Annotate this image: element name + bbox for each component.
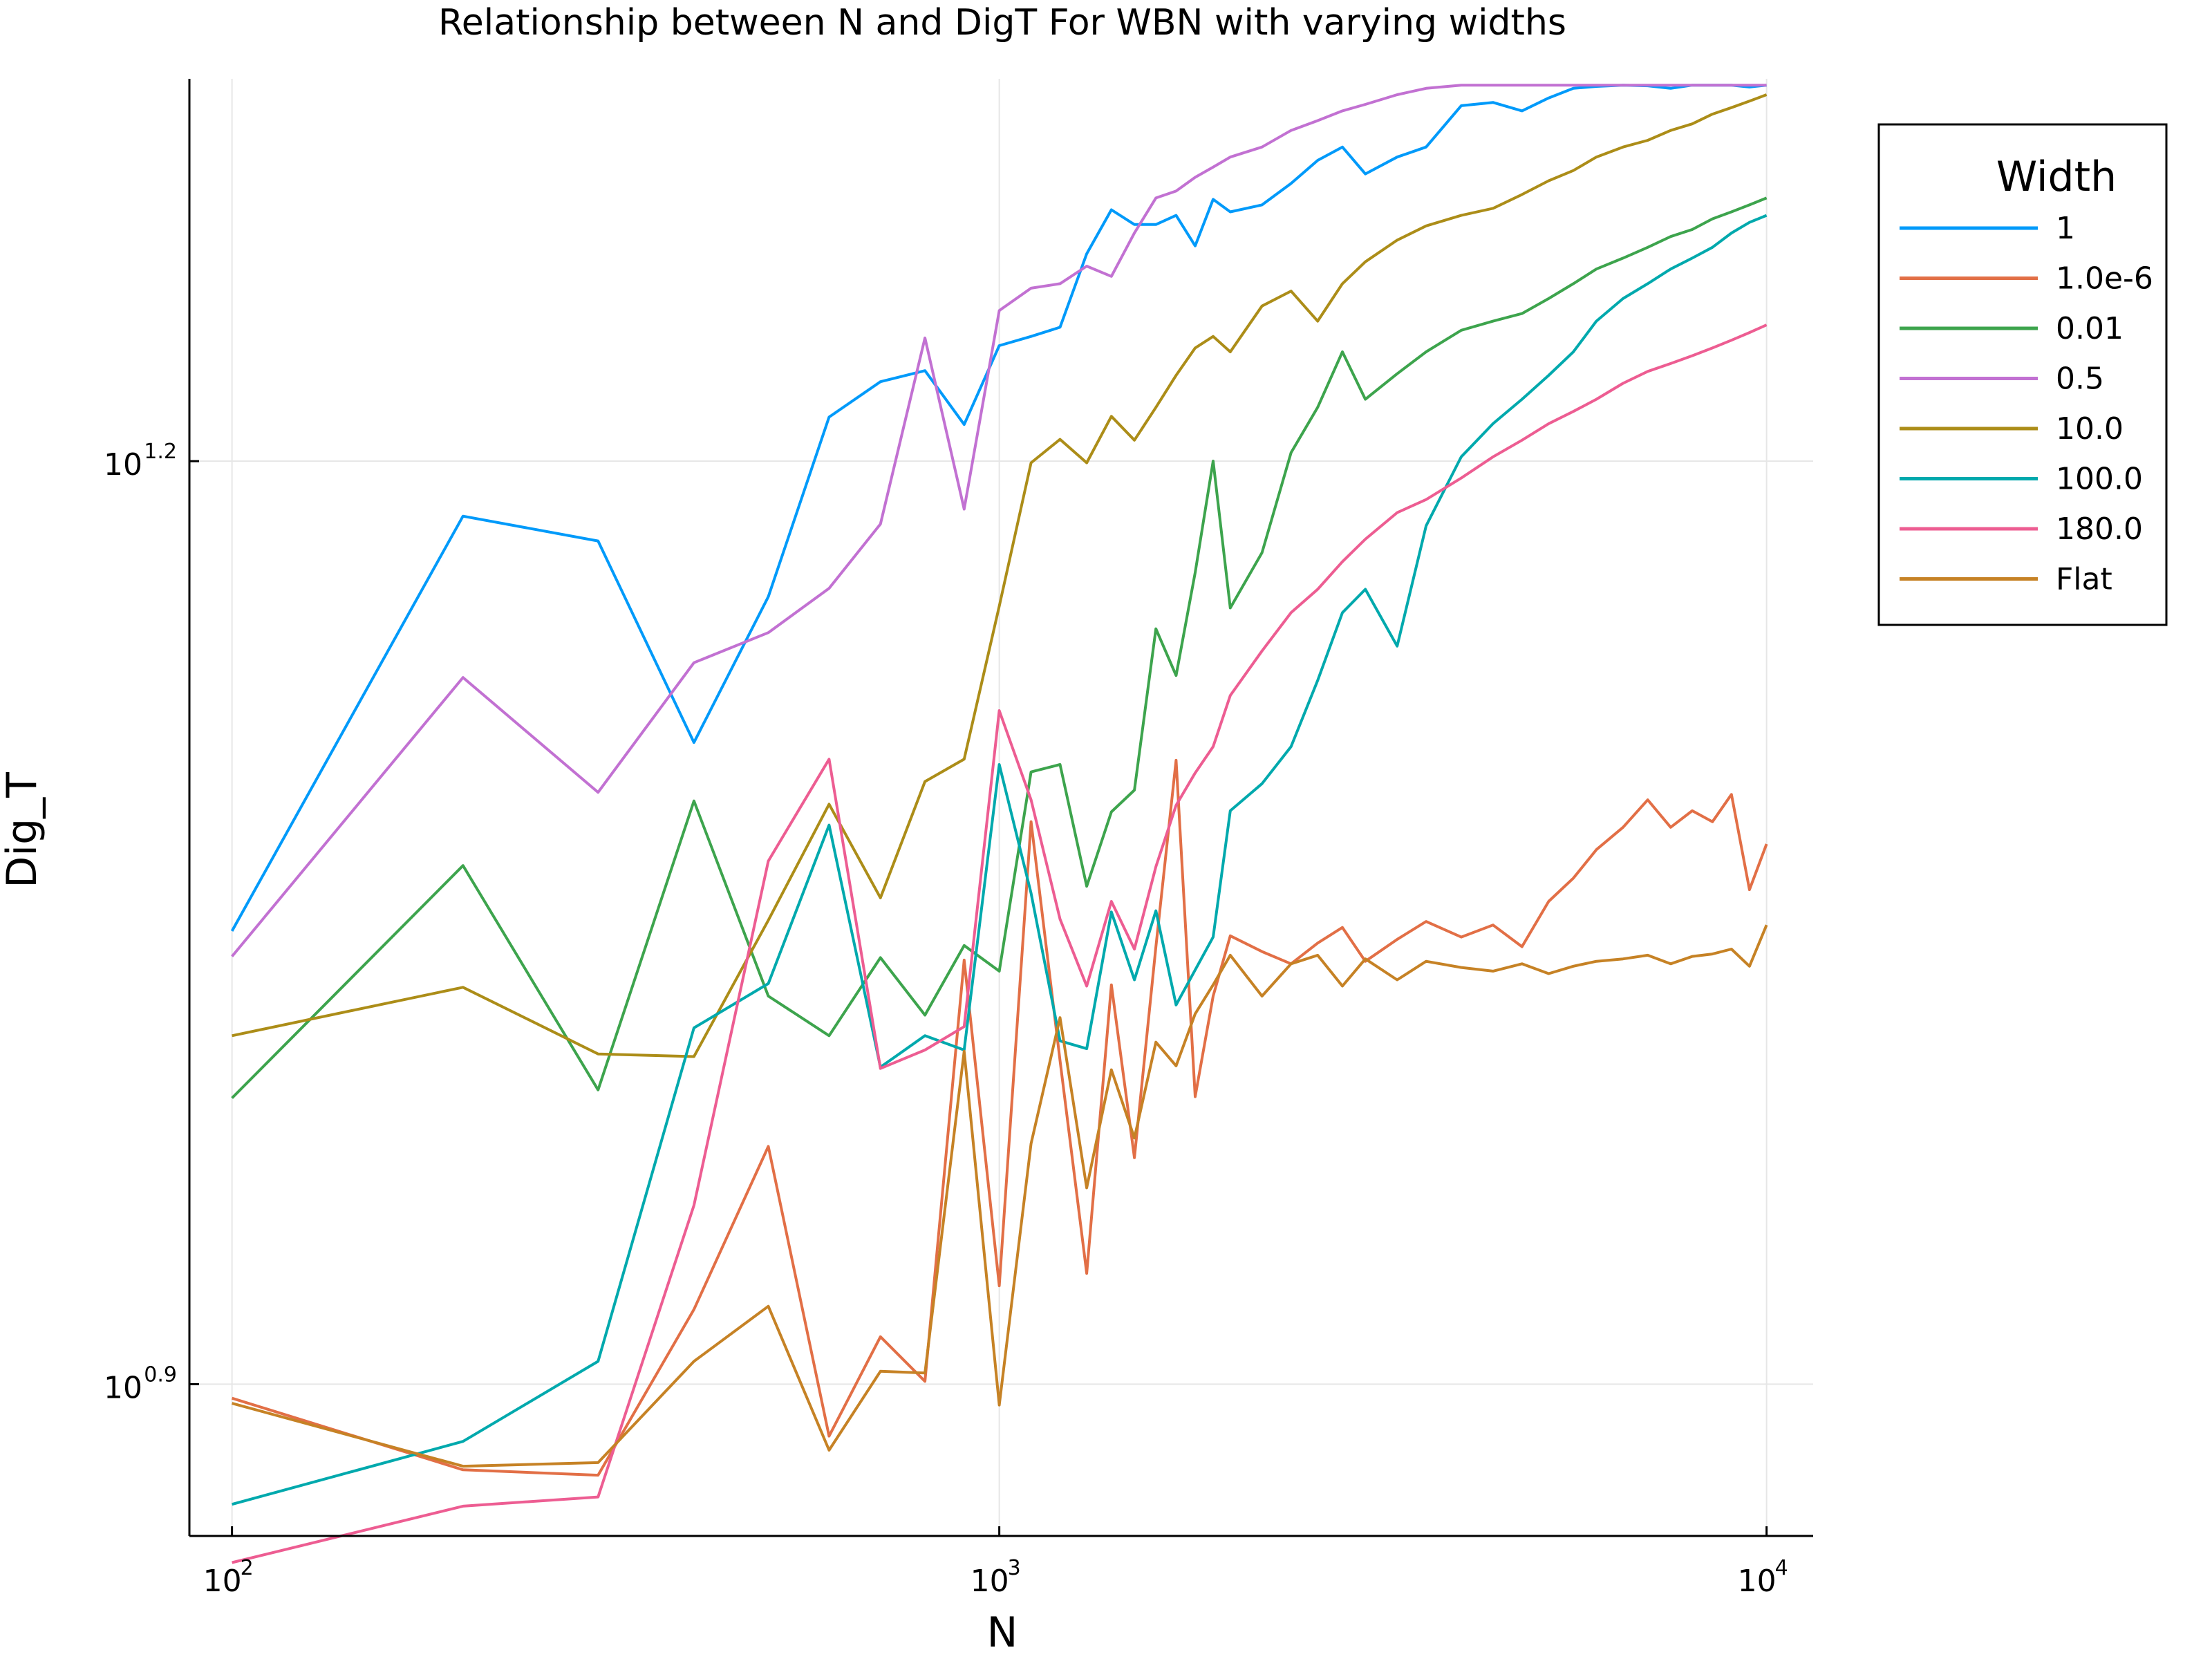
series-line-4 [231,84,1767,957]
series-line-2 [232,758,1768,1477]
series-line-8 [232,924,1768,1468]
x-tick-label: 10 [203,1564,242,1599]
legend-box [1877,123,2168,626]
x-tick-exponent: 3 [1008,1556,1021,1580]
series-line-5 [232,93,1768,1058]
legend-entry-label: 0.01 [2056,311,2124,346]
legend-entry-label: 1 [2056,211,2075,246]
y-axis-label: Dig_T [0,772,46,888]
y-tick-label: 10 [104,447,142,482]
legend-entry-label: 0.5 [2056,362,2104,397]
legend-entry-label: 180.0 [2056,512,2143,547]
legend: Width 1 1.0e-6 0.01 0.5 10.0 100.0 180.0 Flat [1877,123,2168,626]
series-line-6 [232,214,1768,1506]
series-line-7 [232,324,1768,1564]
y-tick-exponent: 0.9 [144,1362,177,1387]
x-tick-exponent: 2 [241,1556,254,1580]
x-tick-label: 10 [1738,1564,1777,1599]
legend-entry-label: 1.0e-6 [2056,261,2153,297]
legend-title: Width [1996,153,2117,201]
chart-title: Relationship between N and DigT For WBN … [438,2,1566,44]
x-tick-exponent: 4 [1775,1556,1788,1580]
y-tick-exponent: 1.2 [144,440,177,464]
legend-entry-label: 100.0 [2056,462,2143,497]
legend-entry-label: Flat [2056,562,2112,597]
legend-entry-label: 10.0 [2056,411,2124,447]
series-lines [230,84,1768,1564]
x-tick-label: 10 [971,1564,1009,1599]
x-axis-label: N [987,1609,1018,1657]
y-tick-label: 10 [104,1370,142,1405]
series-line-3 [231,196,1768,1099]
x-ticks: 102 103 104 [203,1526,1788,1599]
axes [188,79,1813,1537]
